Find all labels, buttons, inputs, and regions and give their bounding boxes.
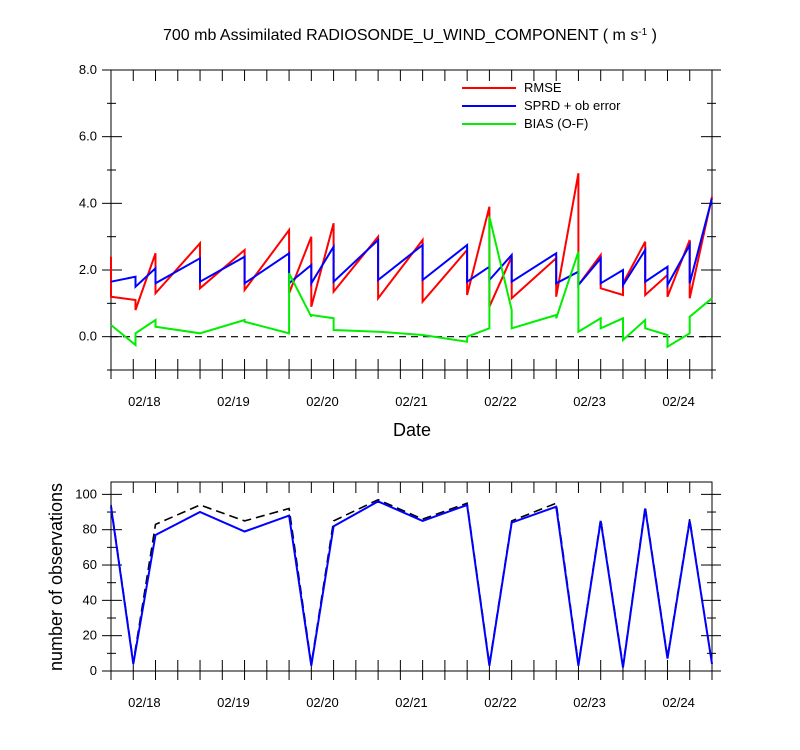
x-tick-label: 02/18 (128, 394, 161, 409)
x-tick-label: 02/18 (128, 695, 161, 710)
bottom-panel: 02/18 02/19 02/20 02/21 02/22 02/23 02/24 0 20 40… (75, 481, 721, 710)
y-tick-label: 20 (83, 628, 97, 643)
plot-frame (110, 69, 713, 371)
series-line-possible (110, 498, 713, 666)
legend-label: RMSE (524, 80, 562, 95)
x-tick-label: 02/21 (395, 394, 428, 409)
x-tick-label: 02/20 (306, 394, 339, 409)
plot-frame (110, 481, 713, 672)
chart-title: 700 mb Assimilated RADIOSONDE_U_WIND_COM… (163, 27, 657, 45)
series-line-sprd-ob-error (110, 198, 713, 289)
top-panel: 02/18 02/19 02/20 02/21 02/22 02/23 02/24 0.0 2.… (79, 62, 721, 409)
x-tick-label: 02/21 (395, 695, 428, 710)
bottom-y-axis-title: number of observations (46, 483, 66, 671)
series-line-rmse (110, 173, 713, 311)
y-tick-label: 0 (90, 663, 97, 678)
legend-label: SPRD + ob error (524, 98, 621, 113)
x-tick-label: 02/19 (217, 394, 250, 409)
y-tick-label: 6.0 (79, 129, 97, 144)
x-tick-label: 02/23 (573, 695, 606, 710)
x-tick-label: 02/22 (484, 394, 517, 409)
series-line-assimilated (110, 500, 713, 668)
y-tick-label: 2.0 (79, 262, 97, 277)
y-tick-label: 60 (83, 557, 97, 572)
y-tick-label: 4.0 (79, 195, 97, 210)
series-line-bias-o-f (110, 216, 713, 349)
x-tick-label: 02/24 (662, 394, 695, 409)
y-tick-label: 80 (83, 522, 97, 537)
x-tick-label: 02/19 (217, 695, 250, 710)
legend-label: BIAS (O-F) (524, 116, 588, 131)
top-x-axis-title: Date (393, 420, 431, 440)
y-tick-label: 0.0 (79, 329, 97, 344)
x-tick-label: 02/24 (662, 695, 695, 710)
x-tick-label: 02/22 (484, 695, 517, 710)
y-tick-label: 8.0 (79, 62, 97, 77)
y-tick-label: 100 (75, 486, 97, 501)
x-tick-label: 02/20 (306, 695, 339, 710)
y-tick-label: 40 (83, 592, 97, 607)
legend: RMSE SPRD + ob error BIAS (O-F) (462, 80, 621, 131)
x-tick-label: 02/23 (573, 394, 606, 409)
